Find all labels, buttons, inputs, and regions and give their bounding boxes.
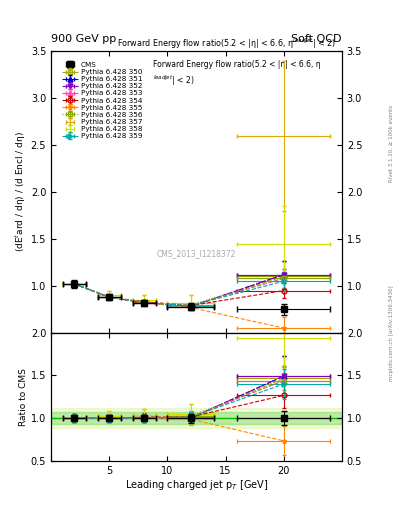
Text: CMS_2013_I1218372: CMS_2013_I1218372	[157, 249, 236, 259]
Bar	[51, 408, 342, 429]
Y-axis label: (dE$^{t}$ard / dη) / (d Encl / dη): (dE$^{t}$ard / dη) / (d Encl / dη)	[13, 132, 28, 252]
Legend: CMS, Pythia 6.428 350, Pythia 6.428 351, Pythia 6.428 352, Pythia 6.428 353, Pyt: CMS, Pythia 6.428 350, Pythia 6.428 351,…	[61, 60, 144, 141]
Y-axis label: Ratio to CMS: Ratio to CMS	[19, 368, 28, 426]
Text: 900 GeV pp: 900 GeV pp	[51, 33, 116, 44]
Text: Rivet 3.1.10, ≥ 100k events: Rivet 3.1.10, ≥ 100k events	[389, 105, 393, 182]
Text: Forward Energy flow ratio(5.2 < |η| < 6.6, η$^{leadjet}$| < 2): Forward Energy flow ratio(5.2 < |η| < 6.…	[117, 37, 336, 51]
Text: $^{leadjet}$| < 2): $^{leadjet}$| < 2)	[153, 74, 195, 88]
Bar	[51, 412, 342, 424]
X-axis label: Leading charged jet p$_{T}$ [GeV]: Leading charged jet p$_{T}$ [GeV]	[125, 478, 268, 493]
Text: Soft QCD: Soft QCD	[292, 33, 342, 44]
Text: Forward Energy flow ratio(5.2 < |η| < 6.6, η: Forward Energy flow ratio(5.2 < |η| < 6.…	[153, 60, 321, 69]
Text: mcplots.cern.ch [arXiv:1306.3436]: mcplots.cern.ch [arXiv:1306.3436]	[389, 285, 393, 380]
